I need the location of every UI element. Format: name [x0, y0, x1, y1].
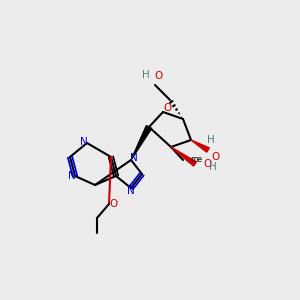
Text: H: H — [209, 162, 217, 172]
Text: O: O — [110, 199, 118, 209]
Text: N: N — [68, 171, 76, 181]
Text: N: N — [127, 186, 135, 196]
Text: H: H — [207, 135, 215, 145]
Text: O: O — [163, 103, 171, 113]
Text: O: O — [203, 159, 211, 169]
Text: me: me — [190, 155, 202, 164]
Polygon shape — [131, 126, 152, 160]
Polygon shape — [191, 140, 209, 152]
Text: N: N — [80, 137, 88, 147]
Text: H: H — [142, 70, 150, 80]
Text: N: N — [130, 153, 138, 163]
Polygon shape — [171, 147, 196, 166]
Text: O: O — [154, 71, 162, 81]
Text: O: O — [211, 152, 219, 162]
